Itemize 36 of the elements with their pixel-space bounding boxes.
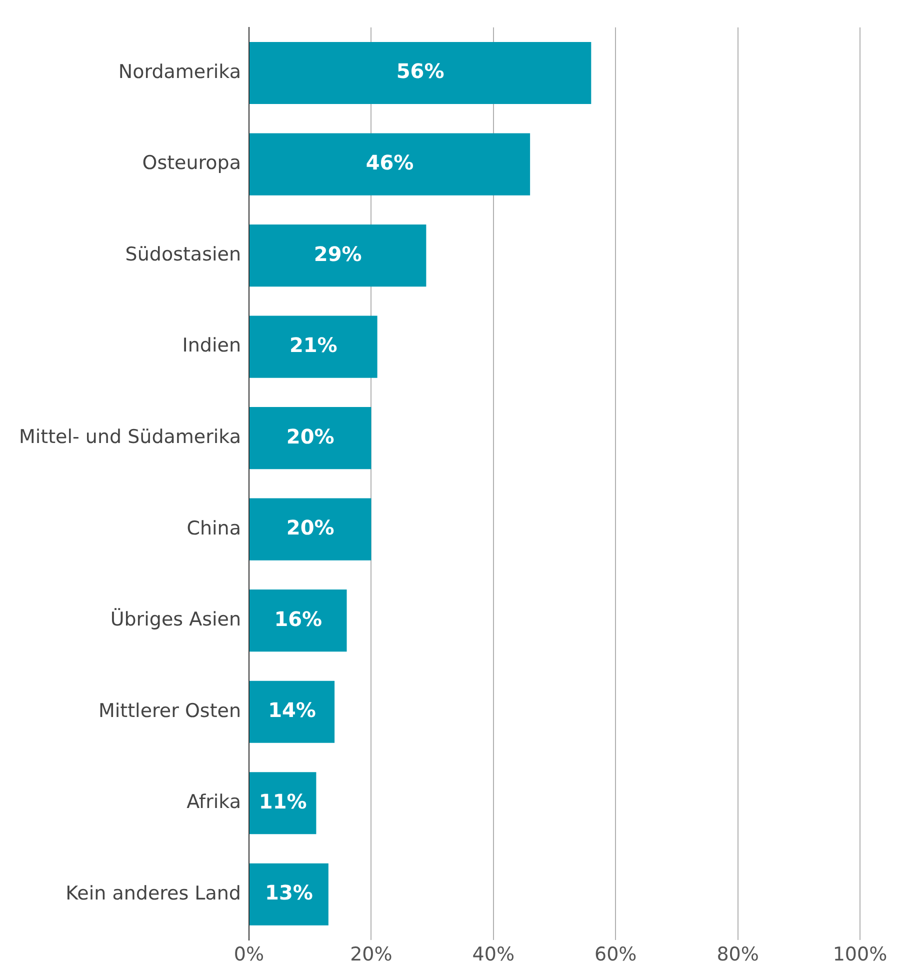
data-label: 13% [265,880,313,905]
bar [250,590,347,652]
data-label: 56% [396,59,444,84]
data-label: 11% [258,789,307,814]
bar [250,407,372,470]
bar [250,133,530,196]
y-tick-label: Mittel- und Südamerika [18,426,241,448]
y-tick-label: Mittlerer Osten [98,700,241,722]
y-tick-label: Osteuropa [142,152,241,174]
data-label: 46% [366,150,414,174]
bar [250,772,316,834]
y-tick-label: Afrika [186,791,241,814]
y-tick-label: Südostasien [125,243,241,266]
bar [250,42,592,104]
x-tick-label: 100% [832,943,888,966]
bar [250,316,378,378]
y-tick-label: Indien [182,334,241,357]
x-tick-label: 40% [472,943,515,966]
data-label: 16% [274,606,322,631]
y-tick-label: Übriges Asien [110,608,241,631]
data-label: 29% [314,242,362,266]
x-tick-label: 20% [350,943,392,966]
data-label: 20% [286,424,334,448]
data-label: 20% [286,516,334,540]
y-tick-label: China [186,517,241,540]
bar [250,680,335,743]
data-label: 21% [289,333,338,358]
bar [250,224,426,287]
y-tick-label: Kein anderes Land [66,882,241,904]
bar [250,863,328,926]
y-tick-label: Nordamerika [118,60,241,83]
x-tick-label: 60% [594,943,637,966]
x-tick-label: 80% [716,943,759,966]
bar [250,498,372,560]
data-label: 14% [268,698,316,722]
x-tick-label: 0% [234,943,264,966]
